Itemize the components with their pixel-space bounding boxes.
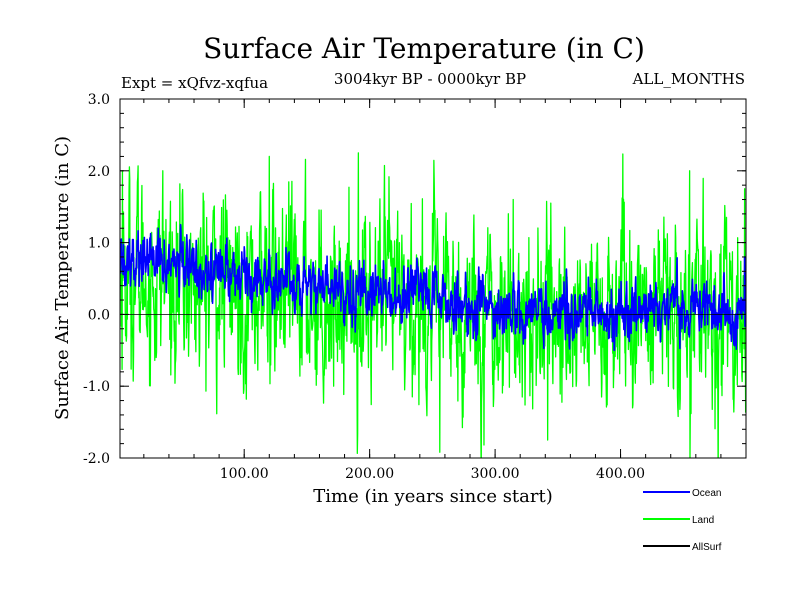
legend-label-land: Land: [692, 515, 714, 526]
y-tick-label: 1.0: [88, 236, 110, 252]
experiment-label: Expt = xQfvz-xqfua: [121, 74, 268, 92]
x-tick-label: 200.00: [345, 466, 394, 482]
plot-frame: [119, 98, 747, 459]
series-ocean-line: [120, 223, 746, 352]
legend-label-allsurf: AllSurf: [692, 542, 722, 553]
x-tick-label: 100.00: [220, 466, 269, 482]
x-tick-label: 300.00: [471, 466, 520, 482]
months-label: ALL_MONTHS: [632, 70, 745, 88]
x-axis-label: Time (in years since start): [313, 486, 553, 507]
y-tick-label: -2.0: [83, 451, 110, 467]
chart-title: Surface Air Temperature (in C): [203, 32, 645, 65]
plot-area: [120, 152, 746, 458]
y-tick-label: 0.0: [88, 307, 110, 323]
y-tick-label: -1.0: [83, 379, 110, 395]
y-tick-label: 2.0: [88, 164, 110, 180]
legend-label-ocean: Ocean: [692, 488, 721, 499]
y-tick-label: 3.0: [88, 92, 110, 108]
x-tick-label: 400.00: [596, 466, 645, 482]
legend: Ocean Land AllSurf: [643, 488, 722, 553]
axes: 100.00 200.00 300.00 400.00 3.0 2.0 1.0 0.0 -1.0…: [83, 92, 747, 482]
period-subtitle: 3004kyr BP - 0000kyr BP: [334, 70, 526, 88]
y-axis-label: Surface Air Temperature (in C): [52, 136, 73, 420]
